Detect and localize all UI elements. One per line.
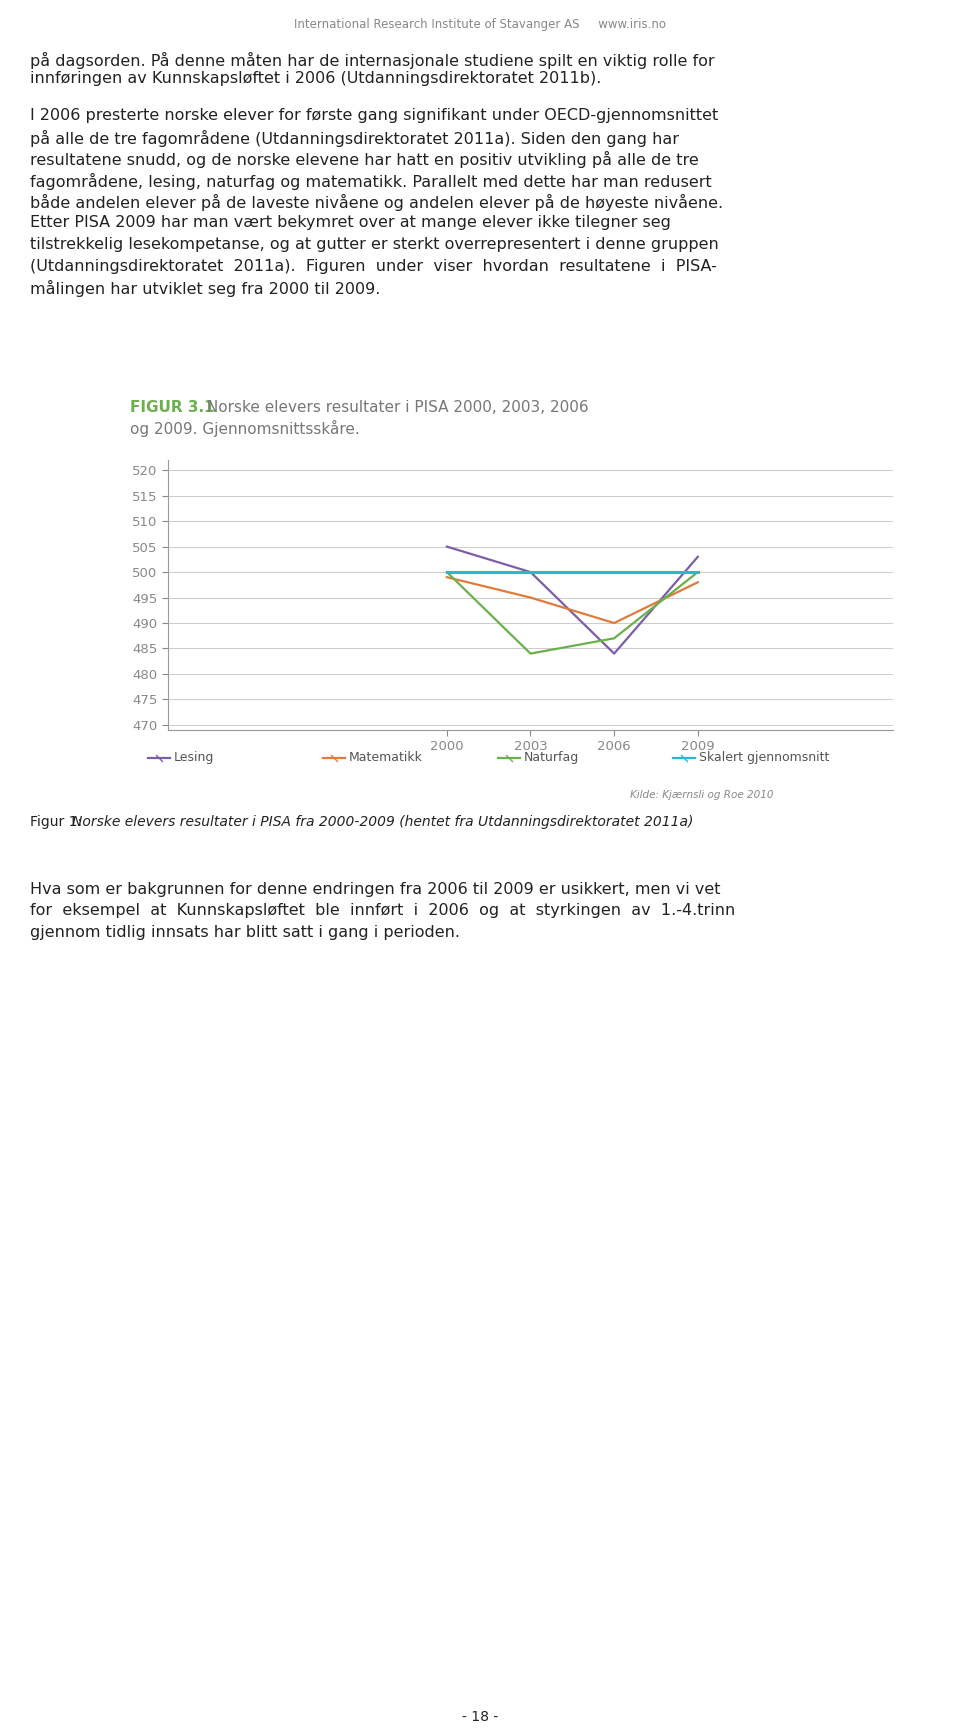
Text: og 2009. Gjennomsnittsskåre.: og 2009. Gjennomsnittsskåre. (130, 420, 360, 437)
Text: både andelen elever på de laveste nivåene og andelen elever på de høyeste nivåen: både andelen elever på de laveste nivåen… (30, 194, 723, 212)
Text: Hva som er bakgrunnen for denne endringen fra 2006 til 2009 er usikkert, men vi : Hva som er bakgrunnen for denne endringe… (30, 883, 721, 896)
Text: International Research Institute of Stavanger AS     www.iris.no: International Research Institute of Stav… (294, 17, 666, 31)
Text: tilstrekkelig lesekompetanse, og at gutter er sterkt overrepresentert i denne gr: tilstrekkelig lesekompetanse, og at gutt… (30, 238, 719, 251)
Text: Norske elevers resultater i PISA 2000, 2003, 2006: Norske elevers resultater i PISA 2000, 2… (202, 401, 588, 414)
Text: I 2006 presterte norske elever for første gang signifikant under OECD-gjennomsni: I 2006 presterte norske elever for først… (30, 108, 718, 123)
Text: på alle de tre fagområdene (Utdanningsdirektoratet 2011a). Siden den gang har: på alle de tre fagområdene (Utdanningsdi… (30, 130, 679, 146)
Text: fagområdene, lesing, naturfag og matematikk. Parallelt med dette har man reduser: fagområdene, lesing, naturfag og matemat… (30, 172, 711, 189)
Text: Lesing: Lesing (174, 751, 214, 765)
Text: på dagsorden. På denne måten har de internasjonale studiene spilt en viktig roll: på dagsorden. På denne måten har de inte… (30, 52, 714, 87)
Text: for  eksempel  at  Kunnskapsløftet  ble  innført  i  2006  og  at  styrkingen  a: for eksempel at Kunnskapsløftet ble innf… (30, 903, 735, 919)
Text: gjennom tidlig innsats har blitt satt i gang i perioden.: gjennom tidlig innsats har blitt satt i … (30, 924, 460, 940)
Text: målingen har utviklet seg fra 2000 til 2009.: målingen har utviklet seg fra 2000 til 2… (30, 279, 380, 297)
Text: Etter PISA 2009 har man vært bekymret over at mange elever ikke tilegner seg: Etter PISA 2009 har man vært bekymret ov… (30, 215, 671, 231)
Text: Matematikk: Matematikk (349, 751, 422, 765)
Text: Figur 1:: Figur 1: (30, 815, 86, 829)
Text: (Utdanningsdirektoratet  2011a).  Figuren  under  viser  hvordan  resultatene  i: (Utdanningsdirektoratet 2011a). Figuren … (30, 258, 717, 274)
Text: Naturfag: Naturfag (524, 751, 579, 765)
Text: Kilde: Kjærnsli og Roe 2010: Kilde: Kjærnsli og Roe 2010 (630, 791, 774, 799)
Text: - 18 -: - 18 - (462, 1710, 498, 1724)
Text: Norske elevers resultater i PISA fra 2000-2009 (hentet fra Utdanningsdirektorate: Norske elevers resultater i PISA fra 200… (72, 815, 693, 829)
Text: resultatene snudd, og de norske elevene har hatt en positiv utvikling på alle de: resultatene snudd, og de norske elevene … (30, 151, 699, 168)
Text: Skalert gjennomsnitt: Skalert gjennomsnitt (699, 751, 829, 765)
Text: FIGUR 3.1: FIGUR 3.1 (130, 401, 215, 414)
